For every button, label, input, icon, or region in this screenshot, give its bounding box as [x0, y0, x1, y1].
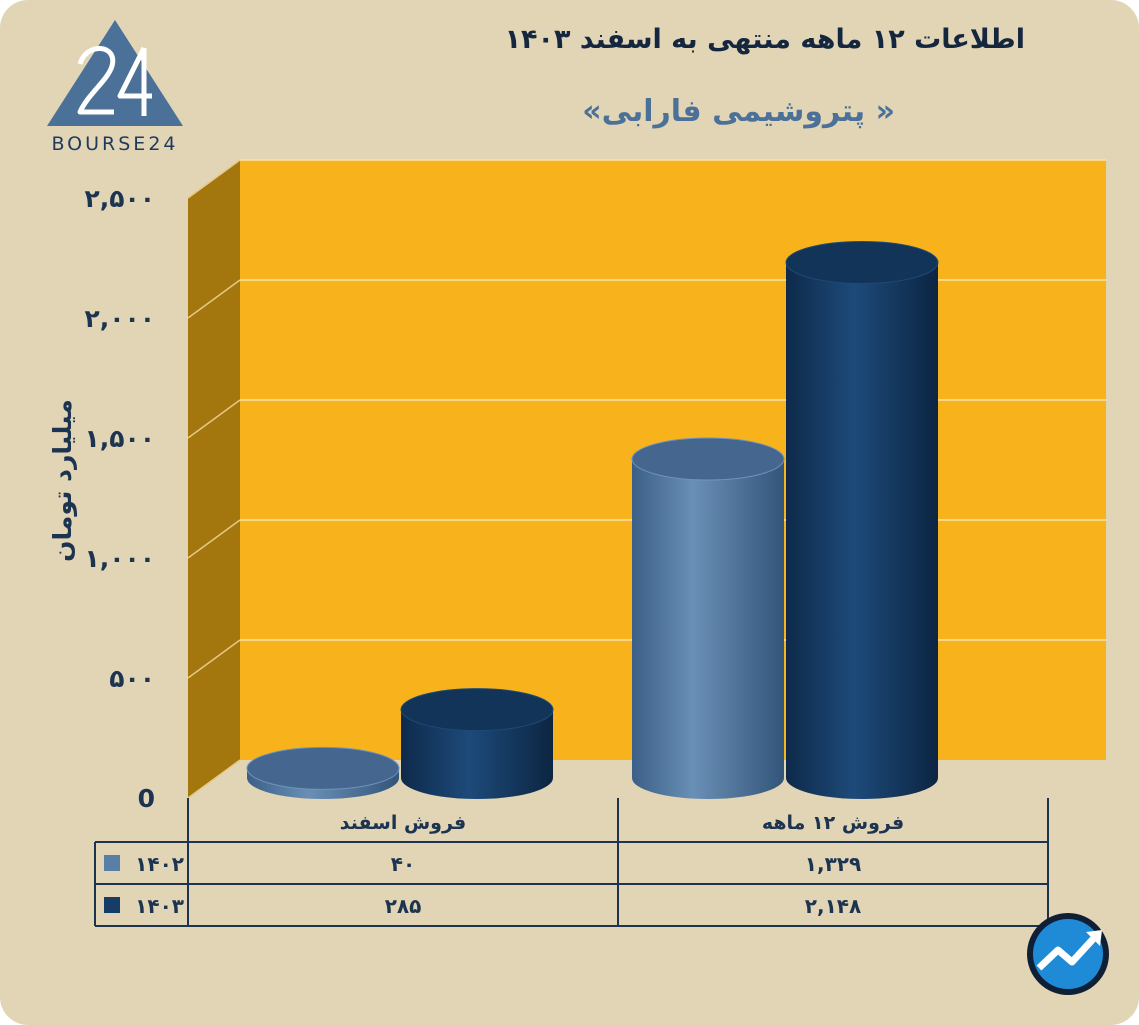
bar	[400, 688, 554, 799]
bar-top	[785, 240, 939, 284]
chart-subtitle: « پتروشیمی فارابی»	[582, 94, 895, 129]
y-tick-label: ۵۰۰	[109, 664, 155, 693]
logo-digit-four	[117, 46, 152, 116]
legend-swatch	[104, 897, 120, 913]
bar-top	[246, 746, 400, 790]
legend-label: ۱۴۰۳	[135, 894, 184, 918]
gridline-side	[187, 519, 241, 559]
gridline-side	[187, 639, 241, 679]
bar	[785, 240, 939, 800]
logo-mark	[47, 20, 183, 126]
bar	[631, 437, 785, 799]
gridline-side	[187, 759, 241, 799]
legend-label: ۱۴۰۲	[135, 852, 184, 876]
y-tick-label: ۱,۰۰۰	[84, 544, 155, 573]
brand-badge-icon	[1027, 913, 1109, 995]
data-label: ۴۰	[391, 852, 415, 876]
gridline-side	[187, 399, 241, 439]
bar-body	[632, 459, 784, 799]
data-label: ۲۸۵	[385, 894, 422, 918]
bar-top	[631, 437, 785, 481]
bar-body	[786, 262, 938, 800]
data-label: ۲,۱۴۸	[805, 894, 861, 918]
bar	[246, 746, 400, 799]
gridline-side	[187, 279, 241, 319]
y-tick-label: ۲,۵۰۰	[84, 184, 155, 213]
y-tick-label: 0	[138, 784, 155, 813]
x-category-label: فروش ۱۲ ماهه	[762, 812, 904, 834]
legend-swatch	[104, 855, 120, 871]
gridline-side	[187, 159, 241, 199]
logo-text: BOURSE24	[51, 133, 179, 155]
plot-side-wall	[188, 160, 240, 798]
logo-digit-two	[77, 46, 116, 115]
data-label: ۱,۳۲۹	[805, 852, 861, 876]
y-tick-label: ۲,۰۰۰	[84, 304, 155, 333]
bar-top	[400, 688, 554, 732]
y-tick-label: ۱,۵۰۰	[84, 424, 155, 453]
x-category-label: فروش اسفند	[340, 812, 467, 834]
bar-body	[401, 709, 553, 799]
logo-triangle	[47, 20, 183, 126]
chart-title: اطلاعات ۱۲ ماهه منتهی به اسفند ۱۴۰۳	[504, 24, 1025, 55]
